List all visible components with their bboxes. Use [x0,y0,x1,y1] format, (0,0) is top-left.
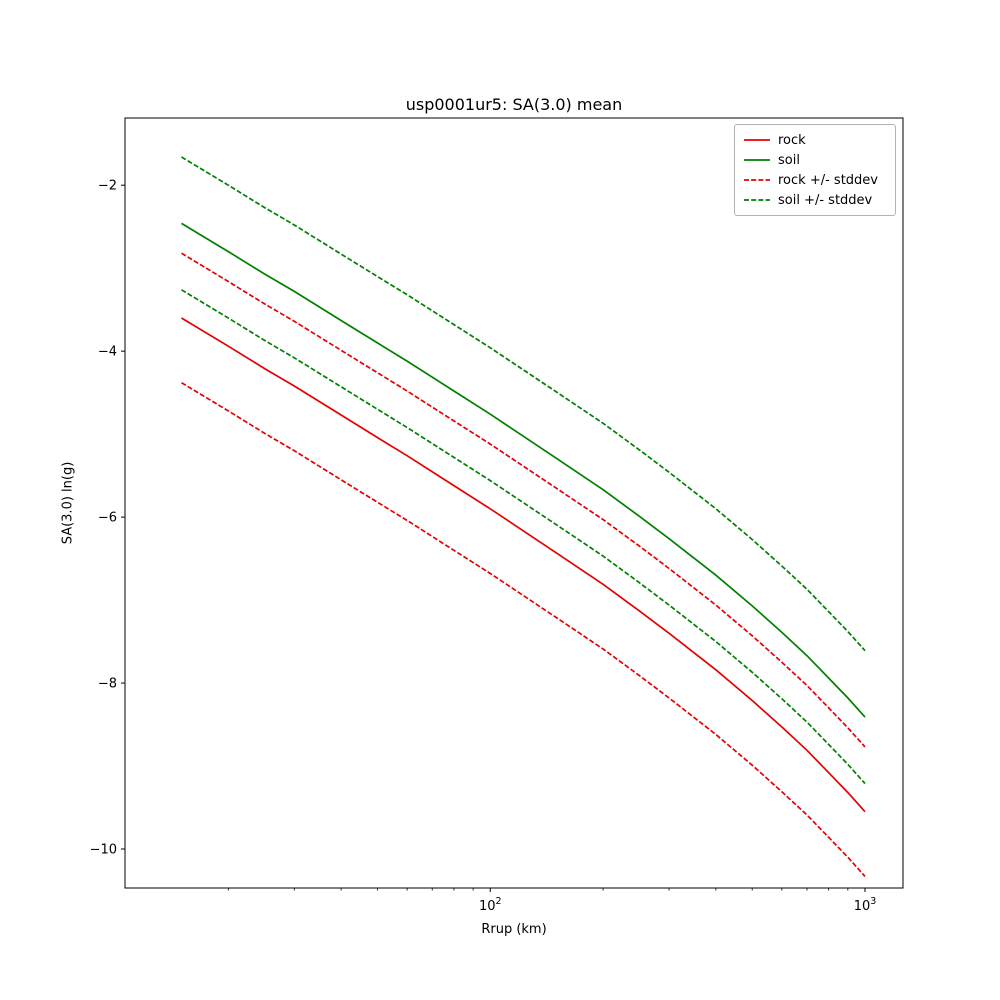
x-tick-label: 103 [854,896,877,914]
legend-label-rock: rock [778,132,806,148]
legend-soil-stddev-line-icon [744,199,770,201]
legend-item-soil: soil [743,150,887,170]
legend-soil-line-icon [744,159,770,161]
legend-rock-line-icon [744,139,770,141]
axes-frame [124,117,904,889]
legend-item-rock: rock [743,130,887,150]
line-rock [181,317,866,813]
line-soil-minus-stddev [181,289,866,785]
y-tick-label: −2 [98,179,117,194]
legend-label-rock-stddev: rock +/- stddev [778,172,878,188]
y-tick-label: −4 [98,345,117,360]
line-soil [181,222,866,718]
y-axis-label: SA(3.0) ln(g) [60,461,76,545]
legend-label-soil-stddev: soil +/- stddev [778,192,873,208]
y-tick-label: −8 [98,677,117,692]
legend-label-soil: soil [778,152,800,168]
line-soil-plus-stddev [181,156,866,652]
line-rock-plus-stddev [181,252,866,748]
legend-rock-stddev-line-icon [744,179,770,181]
legend-item-rock-stddev: rock +/- stddev [743,170,887,190]
line-rock-minus-stddev [181,381,866,877]
x-axis-label: Rrup (km) [481,922,547,937]
y-tick-label: −6 [98,511,117,526]
x-tick-label: 102 [479,896,502,914]
legend-item-soil-stddev: soil +/- stddev [743,190,887,210]
y-tick-label: −10 [90,843,117,858]
chart-title: usp0001ur5: SA(3.0) mean [405,95,623,114]
legend: rock soil rock +/- stddev soil +/- stdde… [734,124,896,216]
